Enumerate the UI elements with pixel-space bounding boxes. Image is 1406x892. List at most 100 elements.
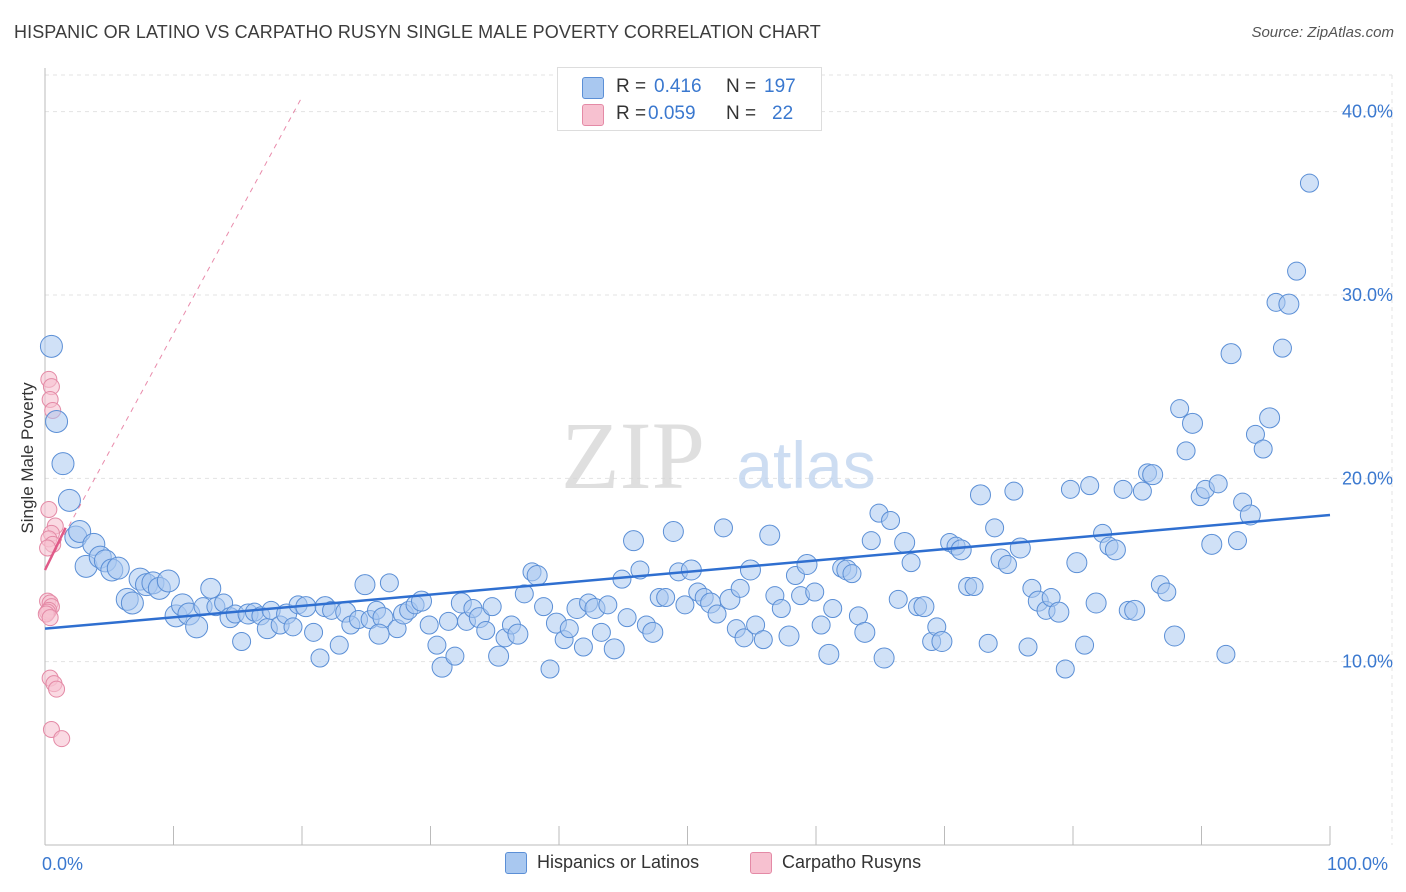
data-point-hispanic: [1085, 592, 1107, 614]
watermark-zip: ZIP: [561, 402, 705, 509]
data-point-hispanic: [730, 578, 750, 598]
data-point-hispanic: [707, 604, 727, 624]
data-point-hispanic: [1048, 601, 1070, 623]
data-point-hispanic: [598, 595, 618, 615]
data-point-hispanic: [854, 621, 876, 643]
r-value: 0.059: [648, 103, 696, 124]
data-point-hispanic: [283, 617, 303, 637]
data-point-hispanic: [1278, 293, 1300, 315]
legend-label: Carpatho Rusyns: [782, 852, 922, 872]
series-carpatho-rusyns: [37, 370, 71, 748]
data-point-hispanic: [419, 615, 439, 635]
trend-line-carpatho: [43, 527, 67, 571]
r-label: R =: [616, 103, 647, 124]
source-credit: Source: ZipAtlas.com: [1251, 24, 1394, 41]
gridlines: [45, 74, 1393, 845]
data-point-hispanic: [1208, 474, 1228, 494]
data-point-hispanic: [894, 532, 916, 553]
x-tick-max: 100.0%: [1327, 854, 1389, 874]
data-point-hispanic: [1239, 504, 1261, 526]
data-point-hispanic: [540, 659, 560, 679]
trend-line-carpatho-extended: [44, 96, 303, 571]
data-point-hispanic: [185, 615, 209, 639]
data-point-hispanic: [156, 569, 180, 593]
data-point-hispanic: [368, 623, 390, 645]
data-point-hispanic: [438, 611, 458, 631]
data-point-hispanic: [45, 410, 69, 433]
data-point-hispanic: [1060, 479, 1080, 499]
data-point-hispanic: [823, 599, 843, 618]
data-point-hispanic: [1124, 599, 1146, 621]
data-point-hispanic: [1182, 412, 1204, 434]
y-tick-label: 40.0%: [1342, 102, 1393, 122]
data-point-hispanic: [1018, 637, 1038, 657]
data-point-hispanic: [997, 555, 1017, 574]
data-point-hispanic: [1055, 659, 1075, 679]
y-tick-label: 20.0%: [1342, 468, 1393, 488]
data-point-hispanic: [304, 622, 324, 642]
data-point-hispanic: [818, 643, 840, 665]
data-point-hispanic: [662, 521, 684, 542]
data-point-hispanic: [379, 573, 399, 593]
watermark: ZIP atlas: [561, 402, 876, 509]
data-point-hispanic: [57, 488, 81, 512]
y-tick-label: 10.0%: [1342, 652, 1393, 672]
trend-lines: [43, 96, 1331, 630]
data-point-hispanic: [1287, 261, 1307, 281]
data-point-hispanic: [603, 638, 625, 660]
data-point-hispanic: [759, 524, 781, 546]
data-point-hispanic: [1272, 338, 1292, 358]
data-point-hispanic: [1201, 533, 1223, 555]
data-point-hispanic: [507, 623, 529, 645]
data-point-hispanic: [120, 591, 144, 615]
data-point-hispanic: [913, 596, 935, 618]
data-point-hispanic: [623, 530, 645, 552]
data-point-hispanic: [1259, 407, 1281, 429]
data-point-hispanic: [431, 656, 453, 678]
data-point-carpatho: [53, 730, 71, 748]
data-point-hispanic: [964, 577, 984, 596]
data-point-hispanic: [51, 452, 75, 476]
data-point-hispanic: [734, 628, 754, 648]
data-point-hispanic: [1113, 479, 1133, 499]
data-point-hispanic: [642, 621, 664, 643]
data-point-hispanic: [656, 588, 676, 607]
legend-item-carpatho[interactable]: Carpatho Rusyns: [750, 852, 922, 875]
axes: [44, 68, 1331, 846]
data-point-hispanic: [354, 574, 376, 596]
data-point-hispanic: [1104, 539, 1126, 561]
y-tick-label: 30.0%: [1342, 285, 1393, 305]
y-tick-labels: 10.0% 20.0% 30.0% 40.0%: [1342, 102, 1393, 672]
data-point-hispanic: [1142, 464, 1164, 486]
data-point-hispanic: [232, 632, 252, 651]
stats-box: R = 0.416 N = 197 R = 0.059 N = 22: [557, 67, 822, 131]
n-label: N =: [726, 76, 757, 97]
data-point-hispanic: [534, 597, 554, 617]
data-point-carpatho: [48, 680, 66, 698]
data-point-hispanic: [329, 635, 349, 655]
trend-line-hispanic: [44, 513, 1331, 630]
data-point-hispanic: [888, 589, 908, 609]
data-point-hispanic: [106, 556, 130, 580]
data-point-hispanic: [1132, 481, 1152, 501]
data-point-hispanic: [778, 625, 800, 647]
data-point-hispanic: [978, 633, 998, 653]
data-point-hispanic: [811, 615, 831, 635]
data-point-carpatho: [40, 501, 58, 518]
data-point-hispanic: [200, 577, 222, 599]
data-point-hispanic: [739, 559, 761, 581]
data-point-hispanic: [1216, 644, 1236, 664]
data-point-hispanic: [559, 619, 579, 639]
legend-item-hispanics[interactable]: Hispanics or Latinos: [505, 852, 700, 875]
data-point-hispanic: [591, 622, 611, 642]
data-point-hispanic: [427, 635, 447, 655]
data-point-hispanic: [1253, 439, 1273, 459]
legend-label: Hispanics or Latinos: [537, 852, 700, 872]
data-point-hispanic: [881, 511, 901, 530]
r-label: R =: [616, 76, 647, 97]
data-point-hispanic: [861, 531, 881, 551]
data-point-hispanic: [713, 518, 733, 538]
data-point-hispanic: [1245, 424, 1265, 444]
data-point-hispanic: [482, 597, 502, 617]
data-point-hispanic: [488, 645, 510, 667]
